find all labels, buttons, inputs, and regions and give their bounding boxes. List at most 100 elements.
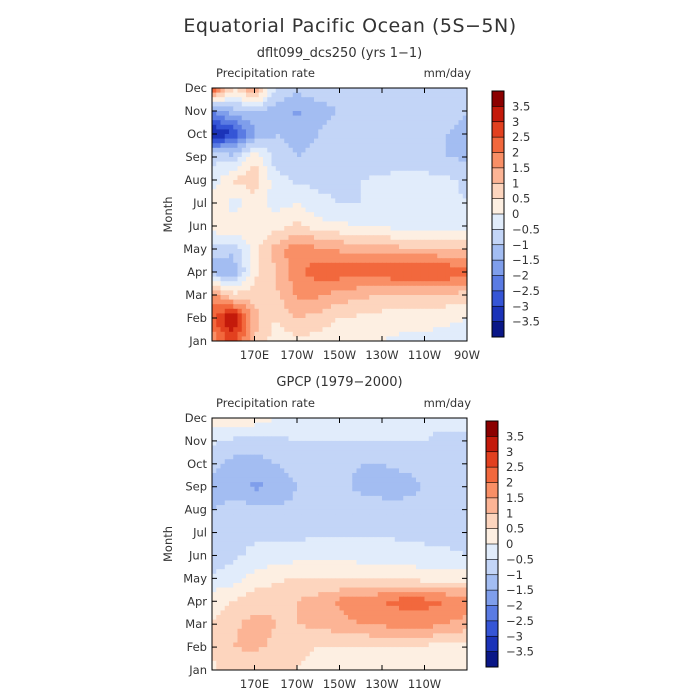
heat-cell (326, 463, 332, 469)
heat-cell (275, 527, 281, 534)
heat-cell (424, 472, 430, 479)
heat-cell (445, 304, 451, 310)
heat-cell (352, 445, 357, 451)
heat-cell (382, 138, 387, 144)
heat-cell (445, 258, 451, 264)
heat-cell (411, 92, 417, 98)
heat-cell (462, 120, 468, 126)
heat-cell (233, 212, 238, 218)
heat-cell (416, 422, 421, 428)
heat-cell (352, 166, 357, 172)
heat-cell (428, 212, 434, 218)
y-tick-label: Jul (192, 196, 207, 210)
heat-cell (390, 198, 396, 204)
heat-cell (229, 147, 234, 153)
heat-cell (250, 468, 255, 474)
heat-cell (280, 161, 285, 167)
heat-cell (318, 491, 323, 497)
heat-cell (284, 418, 289, 424)
heat-cell (360, 290, 366, 296)
heat-cell (314, 308, 319, 314)
heat-cell (365, 495, 370, 501)
heat-cell (373, 431, 379, 437)
heat-cell (416, 193, 421, 199)
heat-cell (263, 193, 268, 199)
heat-cell (411, 418, 417, 424)
heat-cell (258, 152, 264, 158)
heat-cell (420, 427, 425, 433)
heat-cell (224, 226, 230, 232)
heat-cell (458, 327, 464, 333)
heat-cell (224, 450, 230, 456)
heat-cell (301, 509, 306, 515)
heat-cell (343, 281, 349, 287)
heat-cell (343, 285, 349, 291)
heat-cell (458, 203, 464, 209)
heat-cell (420, 138, 425, 144)
heat-cell (365, 486, 370, 492)
heat-cell (318, 203, 323, 209)
heat-cell (360, 454, 366, 460)
heat-cell (318, 505, 323, 511)
heat-cell (390, 327, 396, 333)
heat-cell (441, 527, 447, 534)
heat-cell (377, 422, 383, 428)
heat-cell (458, 115, 464, 121)
heat-cell (241, 239, 247, 245)
heat-cell (258, 313, 264, 319)
heat-cell (390, 147, 396, 153)
heat-cell (365, 249, 370, 255)
heat-cell (424, 111, 430, 117)
heat-cell (407, 445, 413, 451)
heat-cell (241, 327, 247, 333)
heat-cell (297, 235, 302, 241)
heat-cell (394, 249, 400, 255)
heat-cell (288, 147, 294, 153)
heat-cell (441, 327, 447, 333)
heat-cell (403, 285, 408, 291)
heat-cell (377, 226, 383, 232)
heat-cell (373, 509, 379, 515)
heat-cell (246, 472, 251, 479)
heat-cell (326, 299, 332, 305)
heat-cell (445, 505, 451, 511)
heat-cell (377, 459, 383, 465)
heat-cell (433, 505, 438, 511)
heat-cell (450, 304, 455, 310)
heat-cell (365, 523, 370, 529)
heat-cell (348, 138, 353, 144)
heat-cell (331, 318, 336, 324)
heat-cell (254, 304, 260, 310)
heat-cell (322, 138, 328, 144)
x-tick-label: 90W (454, 348, 480, 362)
heat-cell (437, 299, 442, 305)
heat-cell (322, 331, 328, 337)
heat-cell (390, 124, 396, 130)
heat-cell (390, 115, 396, 121)
heat-cell (394, 175, 400, 181)
heat-cell (411, 336, 417, 342)
heat-cell (237, 472, 243, 479)
heat-cell (275, 477, 281, 483)
heat-cell (216, 500, 221, 506)
heat-cell (241, 276, 247, 282)
heat-cell (441, 152, 447, 158)
heat-cell (348, 97, 353, 103)
heat-cell (335, 143, 340, 149)
heat-cell (399, 249, 404, 255)
heat-cell (382, 170, 387, 176)
heat-cell (339, 124, 345, 130)
heat-cell (420, 486, 425, 492)
heat-cell (212, 157, 217, 163)
heat-cell (399, 184, 404, 190)
heat-cell (428, 115, 434, 121)
heat-cell (454, 500, 459, 506)
heat-cell (420, 129, 425, 135)
heat-cell (326, 523, 332, 529)
heat-cell (437, 147, 442, 153)
heat-cell (462, 468, 468, 474)
heat-cell (382, 253, 387, 259)
heat-cell (288, 281, 294, 287)
heat-cell (314, 175, 319, 181)
heat-cell (335, 327, 340, 333)
